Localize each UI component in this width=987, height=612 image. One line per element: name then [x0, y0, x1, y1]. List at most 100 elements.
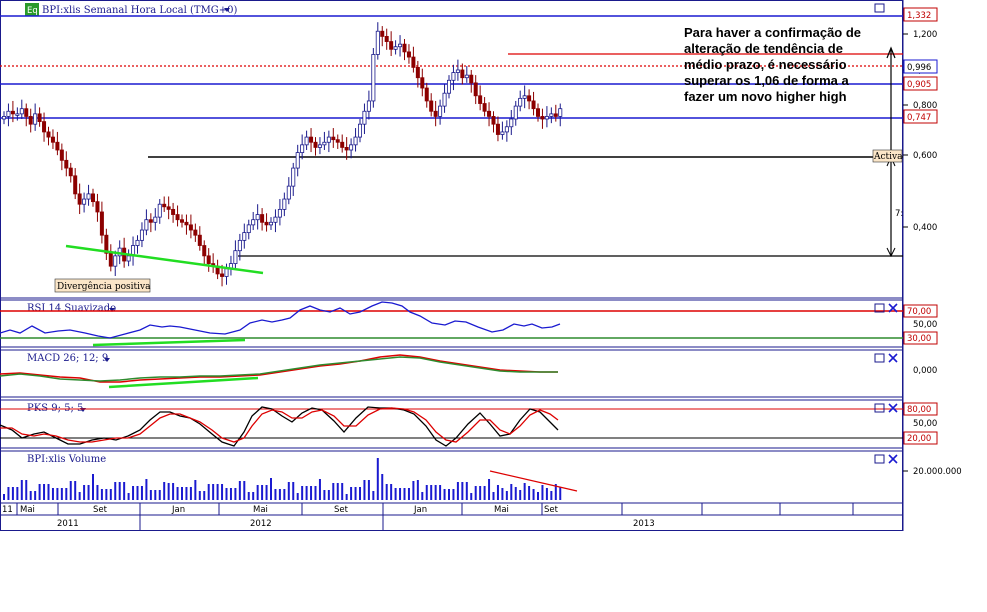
title-chevron-down-icon[interactable]: [224, 8, 230, 12]
candle-body[interactable]: [108, 252, 113, 267]
candle-body[interactable]: [313, 141, 318, 148]
candle-body[interactable]: [433, 110, 438, 117]
candle-body[interactable]: [193, 229, 198, 236]
candle-body[interactable]: [509, 118, 514, 128]
candle-body[interactable]: [340, 141, 345, 148]
candle-body[interactable]: [286, 185, 291, 200]
candle-body[interactable]: [544, 116, 549, 120]
macd-line[interactable]: [0, 356, 558, 382]
candle-body[interactable]: [113, 255, 118, 267]
candle-body[interactable]: [184, 221, 189, 226]
candle-body[interactable]: [464, 74, 469, 79]
candle-body[interactable]: [366, 100, 371, 112]
candle-body[interactable]: [202, 245, 207, 257]
candle-body[interactable]: [531, 100, 536, 110]
candle-body[interactable]: [398, 43, 403, 48]
candle-body[interactable]: [157, 203, 162, 218]
candle-body[interactable]: [420, 77, 425, 89]
maximize-icon[interactable]: [874, 454, 885, 464]
candle-body[interactable]: [558, 108, 563, 117]
candle-body[interactable]: [353, 136, 358, 146]
candle-body[interactable]: [357, 123, 362, 138]
candle-body[interactable]: [389, 41, 394, 50]
candle-body[interactable]: [24, 108, 29, 117]
candle-body[interactable]: [99, 211, 104, 236]
panel-menu-icon[interactable]: [109, 308, 115, 312]
candle-body[interactable]: [197, 234, 202, 246]
candle-body[interactable]: [309, 136, 314, 143]
candle-body[interactable]: [518, 97, 523, 107]
candle-body[interactable]: [478, 95, 483, 104]
candle-body[interactable]: [86, 193, 91, 200]
candle-body[interactable]: [91, 193, 96, 203]
candle-body[interactable]: [536, 108, 541, 117]
candle-body[interactable]: [277, 208, 282, 218]
candle-body[interactable]: [317, 144, 322, 148]
pks-k-line[interactable]: [0, 406, 559, 447]
candle-body[interactable]: [460, 69, 465, 79]
candle-body[interactable]: [438, 105, 443, 117]
candle-body[interactable]: [362, 110, 367, 125]
candle-body[interactable]: [162, 203, 167, 208]
candle-body[interactable]: [487, 110, 492, 117]
candle-body[interactable]: [344, 147, 349, 151]
close-icon[interactable]: [888, 353, 898, 363]
candle-body[interactable]: [64, 159, 69, 169]
candle-body[interactable]: [251, 219, 256, 226]
maximize-icon[interactable]: [874, 303, 885, 313]
candle-body[interactable]: [139, 229, 144, 241]
volume-trendline[interactable]: [489, 470, 578, 492]
candle-body[interactable]: [527, 95, 532, 102]
candle-body[interactable]: [349, 144, 354, 151]
candle-body[interactable]: [495, 123, 500, 135]
candle-body[interactable]: [491, 116, 496, 125]
macd-title[interactable]: MACD 26; 12; 9: [27, 353, 108, 364]
candle-body[interactable]: [233, 250, 238, 264]
candle-body[interactable]: [335, 139, 340, 143]
candle-body[interactable]: [37, 113, 42, 122]
candle-body[interactable]: [380, 30, 385, 37]
candle-body[interactable]: [188, 224, 193, 231]
candle-body[interactable]: [455, 69, 460, 73]
candle-body[interactable]: [549, 113, 554, 117]
candle-body[interactable]: [28, 116, 33, 125]
candle-body[interactable]: [415, 66, 420, 79]
chart-title[interactable]: BPI:xlis Semanal Hora Local (TMG+0): [42, 5, 238, 16]
candle-body[interactable]: [295, 152, 300, 169]
candle-body[interactable]: [144, 219, 149, 231]
candle-body[interactable]: [513, 105, 518, 120]
candle-body[interactable]: [304, 136, 309, 146]
candle-body[interactable]: [220, 273, 225, 277]
candle-body[interactable]: [553, 113, 558, 117]
candle-body[interactable]: [42, 121, 47, 133]
candle-body[interactable]: [73, 175, 78, 195]
candle-body[interactable]: [2, 116, 7, 120]
candle-body[interactable]: [326, 136, 331, 143]
close-icon[interactable]: [888, 454, 898, 464]
candle-body[interactable]: [429, 100, 434, 112]
candle-body[interactable]: [411, 56, 416, 68]
candle-body[interactable]: [224, 268, 229, 277]
candle-body[interactable]: [300, 144, 305, 153]
candle-body[interactable]: [402, 43, 407, 53]
candle-body[interactable]: [504, 126, 509, 133]
candle-body[interactable]: [237, 239, 242, 252]
candle-body[interactable]: [171, 208, 176, 215]
symbol-badge[interactable]: [25, 3, 39, 16]
close-icon[interactable]: [888, 303, 898, 313]
candle-body[interactable]: [282, 198, 287, 210]
candle-body[interactable]: [522, 95, 527, 99]
pks-d-line[interactable]: [0, 407, 559, 443]
rsi-line[interactable]: [0, 301, 561, 339]
candle-body[interactable]: [322, 141, 327, 146]
candle-body[interactable]: [291, 167, 296, 187]
candle-body[interactable]: [406, 51, 411, 58]
candle-body[interactable]: [375, 30, 380, 55]
rsi-divergence-line[interactable]: [92, 338, 246, 347]
candle-body[interactable]: [451, 72, 456, 81]
panel-menu-icon[interactable]: [104, 358, 110, 362]
candle-body[interactable]: [482, 103, 487, 112]
candle-body[interactable]: [469, 74, 474, 84]
rsi-title[interactable]: RSI 14 Suavizado: [27, 303, 116, 314]
candle-body[interactable]: [77, 193, 82, 205]
